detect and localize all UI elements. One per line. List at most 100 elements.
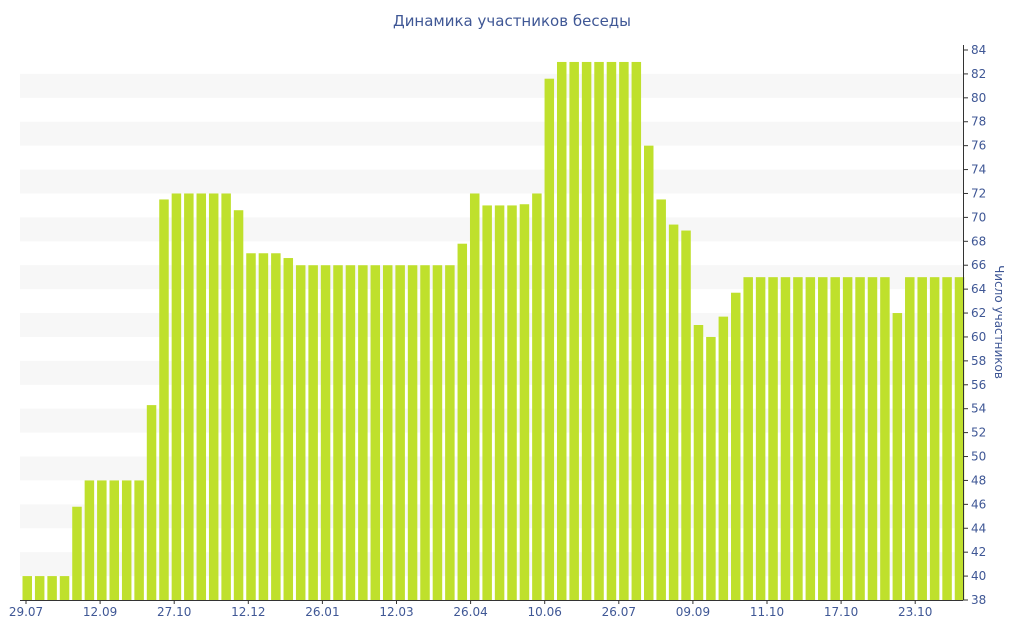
bar[interactable] [905,277,915,600]
bar[interactable] [606,61,617,600]
bar[interactable] [469,193,480,601]
bar[interactable] [532,193,542,601]
bar[interactable] [208,193,219,601]
bar[interactable] [482,205,492,600]
bar[interactable] [395,265,405,600]
axes [20,45,964,601]
y-tick-label: 74 [971,163,986,177]
bar[interactable] [556,61,567,600]
bar[interactable] [830,277,840,600]
bar[interactable] [954,277,965,600]
bar[interactable] [171,193,182,601]
bar[interactable] [59,576,70,600]
bar[interactable] [22,576,33,600]
bar[interactable] [420,265,430,600]
bar[interactable] [731,292,741,600]
bar[interactable] [619,61,629,600]
y-tick-label: 80 [971,91,986,105]
bar[interactable] [333,265,343,600]
bar[interactable] [644,145,654,600]
bar[interactable] [656,199,666,600]
bar[interactable] [283,258,294,600]
background-stripe [20,73,963,98]
y-tick-label: 48 [971,473,986,487]
bar[interactable] [768,277,778,600]
bar[interactable] [184,193,194,601]
bar[interactable] [718,316,729,600]
y-tick-label: 44 [971,521,986,535]
bars [22,61,965,601]
bar[interactable] [457,243,468,600]
bar[interactable] [544,78,555,600]
bar[interactable] [855,277,865,600]
bar[interactable] [755,277,766,600]
bar[interactable] [159,199,169,600]
y-tick-label: 40 [971,569,986,583]
background-stripe [20,121,963,146]
bar[interactable] [581,61,592,600]
bar[interactable] [121,480,132,600]
bar[interactable] [97,480,107,600]
bar[interactable] [72,506,82,600]
bar[interactable] [818,277,828,600]
bar[interactable] [693,325,704,600]
x-axis-ticks: 29.07 12.09 27.10 12.12 26.01 12.03 26.04 10.06… [9,600,932,619]
bar[interactable] [445,265,455,600]
x-tick-label: 26.01 [305,605,339,619]
x-tick-label: 27.10 [157,605,191,619]
bar[interactable] [295,265,306,600]
bar[interactable] [793,277,803,600]
bar[interactable] [494,205,505,600]
bar[interactable] [146,405,157,600]
x-tick-label: 12.03 [379,605,413,619]
bar[interactable] [246,253,256,600]
x-tick-label: 12.09 [83,605,117,619]
bar[interactable] [867,277,878,600]
y-tick-label: 76 [971,139,986,153]
bar[interactable] [805,277,816,600]
bar[interactable] [345,265,356,600]
bar[interactable] [519,204,530,601]
bar[interactable] [706,336,716,600]
bar[interactable] [681,230,691,601]
bar[interactable] [507,205,517,600]
bar[interactable] [880,277,890,600]
x-tick-label: 26.07 [602,605,636,619]
bar[interactable] [407,265,418,600]
bar[interactable] [382,265,393,600]
bar[interactable] [370,265,381,600]
y-tick-label: 70 [971,210,986,224]
bar[interactable] [258,253,269,600]
bar[interactable] [842,277,853,600]
bar[interactable] [196,193,207,601]
bar[interactable] [109,480,120,600]
x-tick-label: 12.12 [231,605,265,619]
y-axis-label: Число участников [992,265,1006,379]
bar[interactable] [892,313,903,600]
x-tick-label: 23.10 [898,605,932,619]
bar[interactable] [221,193,231,601]
bar[interactable] [308,265,318,600]
y-tick-label: 84 [971,43,986,57]
bar[interactable] [134,480,144,600]
bar[interactable] [917,277,927,600]
bar[interactable] [594,61,604,600]
bar[interactable] [432,265,443,600]
bar[interactable] [942,277,952,600]
bar[interactable] [929,277,940,600]
y-tick-label: 82 [971,67,986,81]
bar[interactable] [34,576,45,600]
bar[interactable] [47,576,57,600]
y-tick-label: 54 [971,402,986,416]
y-tick-label: 64 [971,282,986,296]
bar[interactable] [569,61,579,600]
bar[interactable] [84,480,95,600]
bar[interactable] [320,265,331,600]
bar[interactable] [358,265,368,600]
bar[interactable] [271,253,281,600]
bar[interactable] [780,277,791,600]
bar[interactable] [743,277,753,600]
bar[interactable] [631,61,642,600]
bar[interactable] [233,210,244,600]
bar[interactable] [668,224,679,600]
